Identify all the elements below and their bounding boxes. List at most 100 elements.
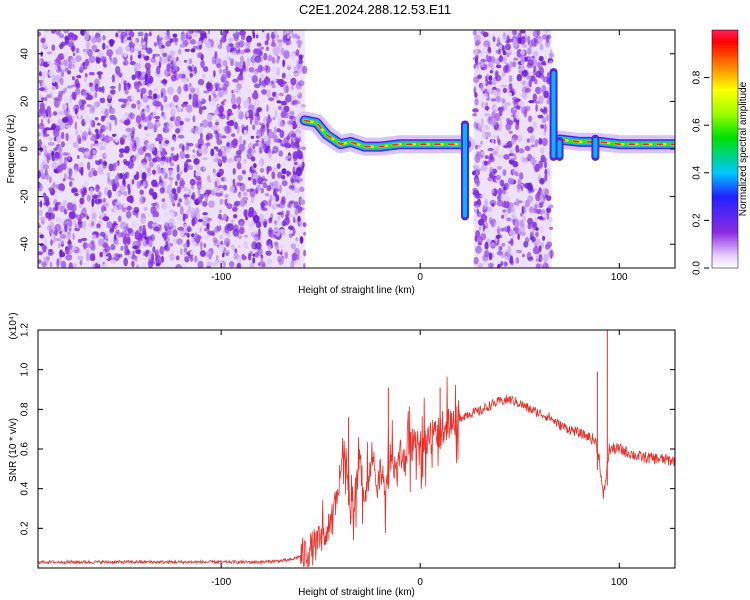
noise-blob: [543, 261, 546, 268]
noise-blob: [140, 250, 145, 255]
noise-blob: [38, 66, 43, 72]
noise-blob: [200, 60, 205, 69]
noise-blob: [537, 250, 540, 255]
noise-blob: [60, 131, 65, 140]
noise-blob: [542, 187, 546, 194]
noise-blob: [214, 181, 218, 187]
noise-blob: [65, 240, 68, 246]
noise-blob: [534, 163, 540, 172]
noise-blob: [106, 93, 113, 99]
noise-blob: [194, 66, 197, 75]
noise-blob: [228, 119, 235, 127]
snr-plot: [38, 330, 675, 568]
noise-blob: [123, 150, 130, 153]
noise-blob: [128, 31, 135, 38]
noise-blob: [206, 114, 213, 121]
noise-blob: [243, 48, 251, 53]
noise-blob: [47, 251, 55, 255]
noise-blob: [256, 109, 259, 116]
noise-blob: [266, 116, 272, 124]
noise-blob: [148, 239, 153, 248]
noise-blob: [481, 101, 485, 109]
noise-blob: [291, 260, 297, 266]
noise-blob: [512, 96, 518, 101]
noise-blob: [114, 135, 120, 143]
noise-blob: [48, 249, 53, 253]
noise-blob: [79, 213, 85, 219]
noise-blob: [211, 56, 217, 65]
noise-blob: [474, 34, 481, 43]
noise-blob: [77, 238, 82, 243]
noise-blob: [124, 226, 128, 232]
noise-blob: [527, 217, 534, 225]
noise-blob: [285, 38, 292, 46]
noise-blob: [47, 225, 53, 231]
noise-blob: [69, 94, 72, 103]
noise-blob: [494, 105, 499, 110]
noise-blob: [190, 48, 196, 53]
noise-blob: [222, 151, 227, 157]
noise-blob: [475, 201, 480, 205]
noise-blob: [84, 73, 88, 78]
noise-blob: [148, 75, 153, 84]
noise-blob: [74, 227, 81, 232]
noise-blob: [492, 36, 496, 42]
noise-blob: [119, 184, 126, 192]
noise-blob: [45, 168, 48, 176]
noise-blob: [168, 176, 174, 181]
noise-blob: [179, 170, 183, 175]
noise-blob: [236, 82, 242, 90]
noise-blob: [281, 180, 288, 187]
noise-blob: [201, 106, 207, 110]
noise-blob: [294, 179, 300, 183]
noise-blob: [99, 145, 106, 151]
noise-blob: [86, 194, 92, 202]
noise-blob: [91, 36, 97, 44]
noise-blob: [269, 129, 273, 133]
noise-blob: [217, 219, 221, 227]
noise-blob: [520, 231, 526, 236]
noise-blob: [221, 36, 227, 43]
y-multiplier-label: (x10⁴): [8, 312, 19, 339]
noise-blob: [208, 94, 212, 102]
noise-blob: [501, 242, 506, 247]
noise-blob: [223, 34, 227, 42]
noise-blob: [294, 187, 300, 194]
noise-blob: [71, 247, 78, 251]
noise-blob: [41, 71, 46, 80]
noise-blob: [104, 141, 107, 147]
noise-blob: [141, 257, 147, 261]
noise-blob: [543, 160, 548, 169]
noise-blob: [173, 192, 178, 201]
noise-blob: [90, 207, 96, 213]
noise-blob: [515, 198, 520, 207]
noise-blob: [275, 243, 279, 251]
noise-blob: [176, 186, 181, 194]
noise-blob: [140, 109, 145, 118]
noise-blob: [76, 134, 82, 143]
noise-blob: [196, 181, 202, 190]
noise-blob: [190, 256, 194, 262]
noise-blob: [57, 111, 65, 116]
noise-blob: [213, 158, 219, 163]
noise-blob: [142, 180, 146, 188]
noise-blob: [146, 55, 150, 61]
noise-blob: [543, 90, 549, 99]
noise-blob: [207, 30, 211, 35]
noise-blob: [252, 124, 256, 130]
noise-blob: [86, 216, 90, 220]
noise-blob: [496, 154, 504, 158]
noise-blob: [74, 168, 77, 176]
noise-blob: [108, 179, 113, 183]
noise-blob: [292, 51, 296, 61]
noise-blob: [274, 188, 280, 192]
x-tick-label: 0: [417, 577, 423, 588]
noise-blob: [84, 58, 90, 67]
noise-blob: [248, 73, 252, 78]
noise-blob: [167, 86, 174, 95]
noise-blob: [160, 104, 164, 112]
noise-blob: [49, 262, 53, 268]
noise-blob: [263, 134, 269, 143]
noise-blob: [179, 150, 185, 159]
noise-blob: [212, 86, 216, 91]
